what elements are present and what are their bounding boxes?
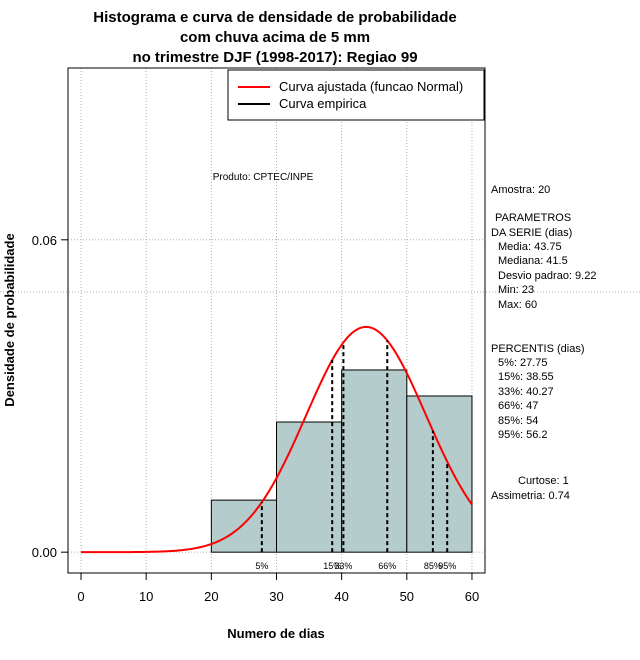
- legend: Curva ajustada (funcao Normal) Curva emp…: [227, 69, 485, 121]
- histogram-bar-2: [341, 369, 408, 553]
- y-tick-label-1: 0.06: [32, 233, 57, 248]
- x-tick-label-0: 0: [77, 589, 84, 604]
- x-axis: 0 10 20 30 40 50 60: [77, 572, 479, 604]
- chart-title-line-1: Histograma e curva de densidade de proba…: [93, 9, 456, 26]
- x-tick-label-4: 40: [334, 589, 348, 604]
- stats-percentil-33: 33%: 40.27: [498, 386, 554, 398]
- y-axis-label: Densidade de probabilidade: [2, 233, 17, 406]
- stats-panel: Amostra: 20 PARAMETROS DA SERIE (dias) M…: [491, 184, 596, 502]
- y-axis: 0.00 0.06: [32, 233, 69, 560]
- x-tick-label-6: 60: [465, 589, 479, 604]
- percentile-label-2: 33%: [334, 561, 352, 571]
- legend-box: [227, 69, 485, 121]
- normal-curve-path: [81, 325, 473, 554]
- stats-param-desvio: Desvio padrao: 9.22: [498, 270, 596, 282]
- x-axis-label: Numero de dias: [227, 626, 325, 641]
- legend-label-normal: Curva ajustada (funcao Normal): [279, 79, 463, 94]
- stats-curtose: Curtose: 1: [518, 475, 569, 487]
- histogram-bar-0: [210, 499, 277, 553]
- normal-curve: [81, 325, 473, 554]
- stats-percentis-header: PERCENTIS (dias): [491, 343, 585, 355]
- stats-percentil-15: 15%: 38.55: [498, 371, 554, 383]
- legend-label-empirical: Curva empirica: [279, 96, 367, 111]
- stats-amostra: Amostra: 20: [491, 184, 550, 196]
- percentile-label-3: 66%: [378, 561, 396, 571]
- histogram-bars: [210, 369, 473, 553]
- percentile-label-1: 15%: [323, 561, 341, 571]
- chart-title-line-3: no trimestre DJF (1998-2017): Regiao 99: [132, 49, 417, 66]
- stats-percentil-85: 85%: 54: [498, 415, 538, 427]
- x-tick-label-1: 10: [139, 589, 153, 604]
- histogram-bar-1: [276, 421, 343, 553]
- stats-param-mediana: Mediana: 41.5: [498, 255, 568, 267]
- chart-title-line-2: com chuva acima de 5 mm: [180, 29, 370, 46]
- x-tick-label-5: 50: [400, 589, 414, 604]
- stats-param-header-1: PARAMETROS: [495, 212, 571, 224]
- percentile-label-0: 5%: [255, 561, 268, 571]
- producer-annotation: Produto: CPTEC/INPE: [213, 172, 314, 183]
- stats-param-min: Min: 23: [498, 284, 534, 296]
- x-tick-label-2: 20: [204, 589, 218, 604]
- stats-param-media: Media: 43.75: [498, 241, 562, 253]
- grid-lines: [68, 68, 485, 573]
- x-tick-label-3: 30: [269, 589, 283, 604]
- stats-percentil-95: 95%: 56.2: [498, 429, 548, 441]
- stats-percentil-5: 5%: 27.75: [498, 357, 548, 369]
- percentile-lines: 5% 15%33% 66% 85%95%: [255, 340, 456, 571]
- stats-param-header-2: DA SERIE (dias): [491, 227, 572, 239]
- percentile-label-4: 85%: [424, 561, 442, 571]
- stats-assimetria: Assimetria: 0.74: [491, 490, 570, 502]
- stats-percentil-66: 66%: 47: [498, 400, 538, 412]
- histogram-bar-3: [406, 395, 473, 553]
- percentile-label-5: 95%: [438, 561, 456, 571]
- y-tick-label-0: 0.00: [32, 545, 57, 560]
- stats-param-max: Max: 60: [498, 299, 537, 311]
